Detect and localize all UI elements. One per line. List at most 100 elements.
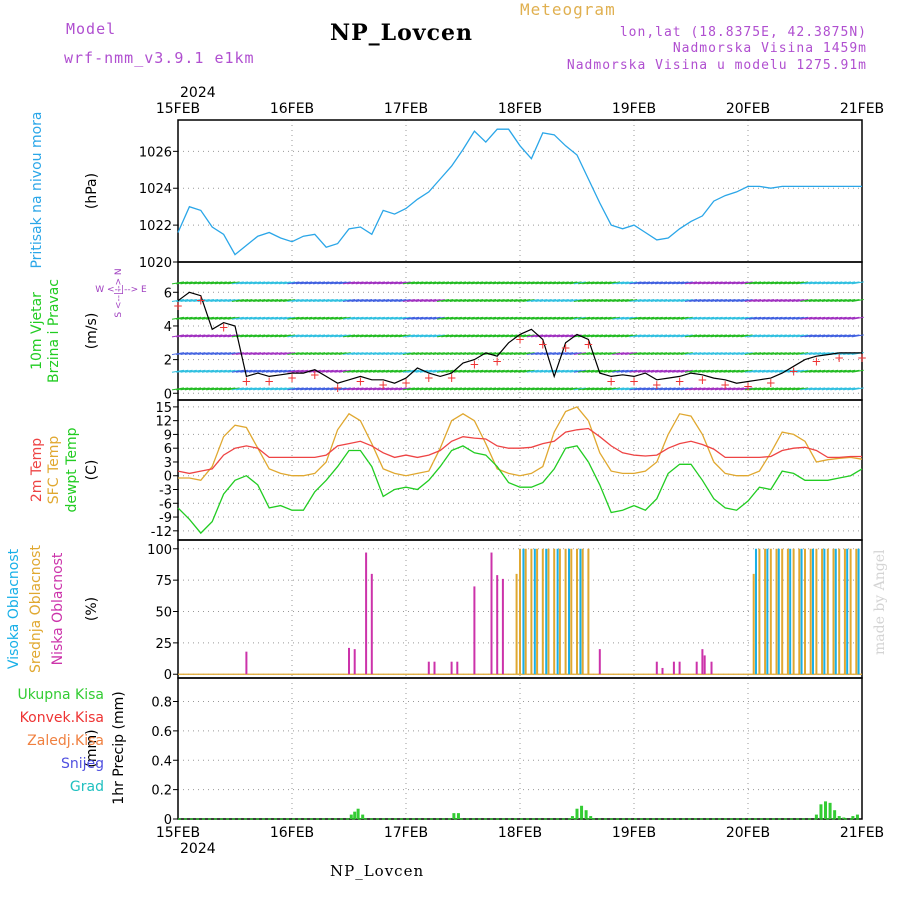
wind-barb [702, 281, 715, 285]
cloud-bar [701, 649, 704, 675]
wind-barb [513, 299, 527, 303]
wind-barb [509, 316, 522, 320]
wind-barb [599, 316, 612, 320]
wind-barb [791, 299, 804, 303]
wind-barb [325, 334, 338, 338]
wind-barb [548, 334, 561, 338]
cloud-bar [789, 548, 792, 675]
wind-barb [736, 387, 749, 391]
wind-barb [184, 352, 197, 356]
wind-barb [697, 352, 710, 356]
wind-barb [381, 387, 394, 391]
wind-barb [253, 352, 266, 356]
wind-barb [830, 369, 843, 373]
wind-barb [766, 352, 779, 356]
wind-barb [291, 334, 304, 338]
wind-barb [411, 334, 424, 338]
wind-barb [441, 299, 454, 303]
wind-barb [774, 369, 787, 373]
wind-barb [672, 369, 685, 373]
wind-barb [612, 316, 625, 320]
wind-barb [565, 316, 578, 320]
y-tick-label: 12 [155, 415, 172, 430]
wind-barb [248, 299, 262, 303]
date-tick-top: 21FEB [840, 101, 884, 117]
wind-barb [171, 316, 185, 320]
wind-barb [667, 299, 680, 303]
wind-barb [689, 316, 702, 320]
wind-barb [531, 369, 544, 373]
wind-barb [274, 352, 287, 356]
wind-barb [325, 316, 338, 320]
wind-gust-marker: + [789, 364, 799, 378]
wind-barb [578, 369, 591, 373]
wind-speed-line [177, 291, 862, 384]
wind-barb [436, 369, 450, 373]
wind-barb [462, 352, 475, 356]
wind-barb [693, 299, 706, 303]
wind-barb [603, 352, 616, 356]
sfc-temp-line [178, 406, 863, 482]
wind-barb [355, 352, 368, 356]
wind-barb [398, 334, 411, 338]
wind-barb [808, 352, 822, 356]
cloud-bar [832, 548, 835, 675]
wind-barb [317, 281, 330, 285]
wind-barb [458, 352, 471, 356]
wind-barb [300, 387, 313, 391]
wind-barb [454, 299, 467, 303]
wind-barb [736, 299, 749, 303]
wind-barb [377, 281, 390, 285]
wind-barb [731, 281, 745, 285]
wind-barb [227, 369, 240, 373]
wind-barb [697, 334, 710, 338]
wind-barb [449, 369, 462, 373]
wind-barb [441, 281, 454, 285]
wind-barb [270, 352, 283, 356]
wind-barb [749, 369, 762, 373]
wind-barb [749, 299, 762, 303]
wind-barb [825, 369, 839, 373]
wind-barb [445, 316, 458, 320]
wind-barb [783, 316, 796, 320]
wind-barb [475, 387, 488, 391]
wind-barb [505, 369, 518, 373]
cloud-bar [568, 548, 571, 675]
wind-barb [501, 316, 514, 320]
wind-barb [539, 387, 552, 391]
wind-barb [223, 334, 236, 338]
y-tick-label: 0 [164, 668, 172, 683]
wind-barb [402, 352, 415, 356]
wind-barb [419, 334, 433, 338]
wind-barb [270, 369, 283, 373]
wind-barb [193, 281, 206, 285]
wind-barb [278, 369, 291, 373]
wind-barb [573, 316, 586, 320]
wind-barb [586, 369, 599, 373]
wind-barb [201, 387, 215, 391]
wind-barb [436, 316, 450, 320]
wind-barb [761, 334, 775, 338]
y-tick-label: 0.2 [151, 784, 172, 799]
wind-barb [424, 281, 437, 285]
wind-barb [719, 299, 732, 303]
wind-barb [569, 299, 582, 303]
wind-barb [637, 316, 651, 320]
wind-barb [672, 334, 685, 338]
wind-barb [556, 369, 569, 373]
wind-barb [351, 387, 364, 391]
wind-barb [441, 387, 454, 391]
wind-barb [283, 352, 296, 356]
wind-barb [796, 334, 809, 338]
wind-barb [539, 369, 552, 373]
wind-barb [778, 299, 792, 303]
wind-barb [407, 334, 420, 338]
cloud-bar [826, 548, 829, 675]
date-tick-bottom: 18FEB [498, 825, 542, 841]
wind-barb [702, 299, 715, 303]
cloud-bar [764, 548, 767, 675]
wind-barb [355, 299, 368, 303]
wind-barb [637, 334, 651, 338]
wind-barb [385, 352, 398, 356]
wind-barb [364, 387, 377, 391]
